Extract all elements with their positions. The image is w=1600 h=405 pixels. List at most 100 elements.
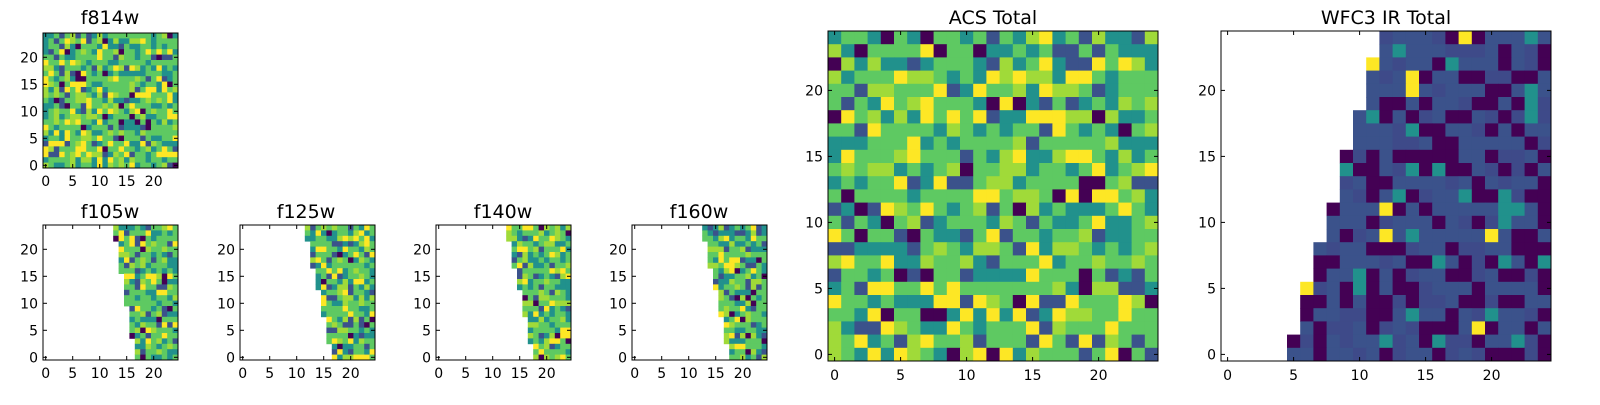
heatmap-cell (933, 281, 948, 296)
heatmap-cell (113, 33, 119, 39)
heatmap-cell (59, 114, 65, 120)
heatmap-cell (946, 110, 961, 124)
heatmap-cell (560, 327, 566, 334)
heatmap-cell (172, 43, 179, 50)
heatmap-cell (1052, 295, 1066, 309)
heatmap-cell (161, 230, 168, 237)
heatmap-cell (1092, 31, 1106, 45)
heatmap-cell (1118, 281, 1132, 296)
panel-title-f125w: f125w (277, 201, 336, 223)
heatmap-cell (986, 281, 1000, 296)
heatmap-cell (1511, 229, 1525, 243)
heatmap-cell (1498, 281, 1512, 296)
heatmap-cell (522, 273, 529, 280)
heatmap-cell (933, 149, 948, 164)
heatmap-cell (337, 235, 343, 242)
x-tick-label: 0 (41, 174, 50, 190)
heatmap-cell (161, 284, 168, 291)
heatmap-cell (353, 289, 360, 296)
heatmap-cell (1379, 163, 1393, 177)
heatmap-cell (544, 284, 550, 291)
heatmap-cell (828, 163, 842, 177)
heatmap-cell (750, 327, 757, 334)
heatmap-cell (172, 279, 179, 285)
heatmap-cell (854, 229, 868, 243)
heatmap-cell (59, 146, 65, 153)
heatmap-cell (342, 289, 349, 296)
heatmap-cell (124, 279, 130, 285)
heatmap-cell (167, 230, 173, 237)
heatmap-cell (1419, 202, 1433, 217)
heatmap-cell (156, 97, 163, 104)
heatmap-cell (1092, 44, 1106, 58)
heatmap-cell (167, 33, 173, 39)
heatmap-cell (1144, 44, 1159, 58)
heatmap-cell (734, 311, 741, 318)
heatmap-cell (53, 81, 60, 88)
heatmap-cell (1419, 242, 1433, 256)
heatmap-cell (907, 149, 921, 164)
heatmap-cell (1105, 295, 1119, 309)
heatmap-cell (867, 70, 882, 85)
heatmap-cell (145, 235, 152, 242)
heatmap-cell (167, 354, 173, 361)
heatmap-cell (91, 70, 98, 77)
heatmap-cell (734, 252, 741, 258)
heatmap-cell (533, 349, 539, 355)
heatmap-cell (107, 103, 114, 109)
heatmap-cell (1511, 215, 1525, 230)
heatmap-cell (1485, 215, 1499, 230)
heatmap-cell (331, 343, 338, 350)
heatmap-cell (880, 97, 895, 111)
x-tick-label: 5 (265, 366, 274, 382)
heatmap-cell (1144, 321, 1159, 335)
heatmap-cell (907, 334, 921, 349)
heatmap-cell (369, 311, 376, 318)
heatmap-cell (337, 354, 343, 361)
heatmap-cell (145, 162, 152, 169)
heatmap-cell (511, 230, 518, 237)
heatmap-cell (167, 114, 173, 120)
heatmap-cell (745, 327, 752, 334)
heatmap-cell (880, 202, 895, 217)
heatmap-cell (129, 141, 136, 147)
heatmap-cell (999, 57, 1014, 71)
heatmap-cell (48, 103, 55, 109)
heatmap-cell (533, 354, 539, 361)
heatmap-cell (1300, 308, 1314, 322)
heatmap-cell (973, 136, 987, 151)
heatmap-cell (1379, 31, 1393, 45)
heatmap-cell (53, 103, 60, 109)
heatmap-cell (734, 246, 741, 253)
heatmap-cell (1065, 123, 1080, 137)
heatmap-cell (960, 189, 974, 203)
heatmap-cell (331, 327, 338, 334)
heatmap-cell (933, 163, 948, 177)
heatmap-cell (124, 76, 130, 82)
heatmap-cell (124, 49, 130, 55)
heatmap-cell (828, 110, 842, 124)
heatmap-cell (156, 241, 163, 247)
heatmap-cell (1078, 321, 1093, 335)
x-tick-label: 10 (680, 366, 698, 382)
heatmap-cell (1078, 215, 1093, 230)
heatmap-cell (75, 60, 82, 66)
heatmap-cell (364, 225, 370, 231)
heatmap-cell (364, 300, 370, 307)
heatmap-cell (145, 230, 152, 237)
heatmap-cell (364, 279, 370, 285)
heatmap-cell (102, 157, 109, 163)
heatmap-cell (167, 349, 173, 355)
heatmap-cell (1498, 97, 1512, 111)
heatmap-cell (43, 119, 49, 126)
heatmap-cell (140, 300, 146, 307)
heatmap-cell (129, 230, 136, 237)
y-tick-label: 0 (618, 350, 627, 366)
heatmap-cell (761, 241, 768, 247)
heatmap-cell (1012, 281, 1027, 296)
heatmap-cell (145, 124, 152, 131)
heatmap-cell (321, 306, 327, 312)
heatmap-cell (880, 31, 895, 45)
heatmap-cell (337, 316, 343, 323)
